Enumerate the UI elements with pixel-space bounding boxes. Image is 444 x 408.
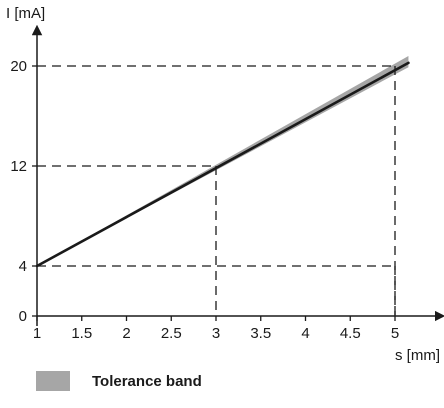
y-tick-label-0: 0 xyxy=(19,308,27,325)
tolerance-band xyxy=(37,56,409,266)
x-tick-label-1: 1 xyxy=(33,325,41,342)
y-tick-label-12: 12 xyxy=(10,158,27,175)
x-tick-label-2: 2 xyxy=(122,325,130,342)
series-line-0 xyxy=(35,61,410,268)
y-tick-label-4: 4 xyxy=(19,258,27,275)
legend-swatch-tolerance-band xyxy=(36,371,70,391)
x-tick-label-1.5: 1.5 xyxy=(71,325,92,342)
x-axis-label: s [mm] xyxy=(395,347,440,364)
x-tick-label-3: 3 xyxy=(212,325,220,342)
legend-label-tolerance-band: Tolerance band xyxy=(92,372,202,390)
x-tick-label-5: 5 xyxy=(391,325,399,342)
y-axis-label: I [mA] xyxy=(6,5,45,22)
y-tick-label-20: 20 xyxy=(10,58,27,75)
x-tick-label-2.5: 2.5 xyxy=(161,325,182,342)
legend: Tolerance band xyxy=(36,370,202,392)
x-tick-label-4: 4 xyxy=(301,325,309,342)
x-tick-label-3.5: 3.5 xyxy=(250,325,271,342)
x-tick-label-4.5: 4.5 xyxy=(340,325,361,342)
